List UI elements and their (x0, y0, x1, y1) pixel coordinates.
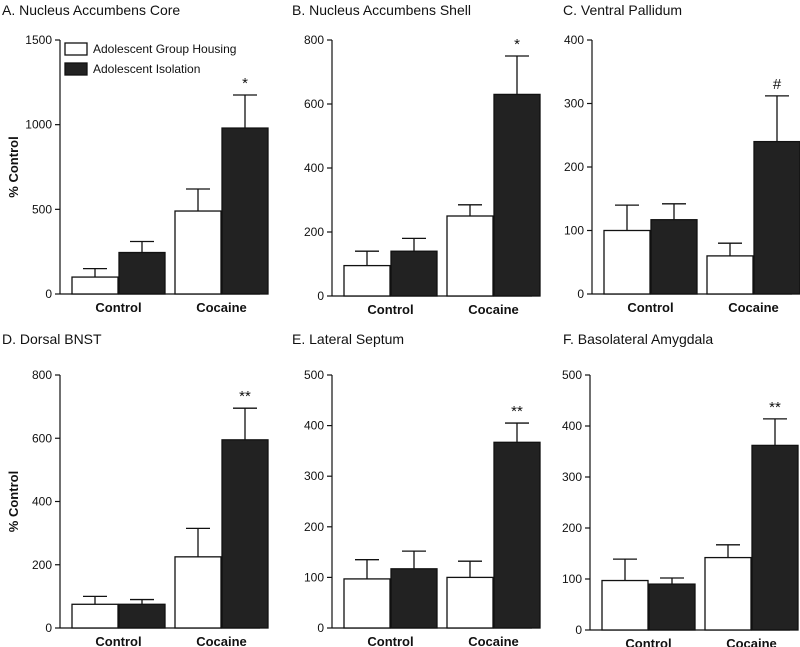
category-label: Cocaine (468, 634, 519, 647)
bar-adolescent-group-housing-control (601, 579, 649, 631)
panel-2: B. Nucleus Accumbens Shell 0 200 400 600 800 C… (292, 2, 541, 317)
y-tick-label: 200 (564, 160, 584, 174)
panel-1: A. Nucleus Accumbens Core 0 500 1000 1500 Con… (2, 2, 269, 315)
y-tick-label: 600 (32, 431, 52, 445)
significance-marker: # (773, 76, 782, 93)
y-tick-label: 400 (32, 495, 52, 509)
y-axis-label: % Control (6, 471, 21, 532)
y-axis-label: % Control (6, 136, 21, 197)
panel-title: D. Dorsal BNST (2, 331, 102, 347)
significance-marker: * (514, 36, 520, 53)
y-tick-label: 100 (304, 570, 324, 584)
bar-adolescent-group-housing-cocaine (174, 556, 222, 629)
bar-adolescent-group-housing-cocaine (446, 215, 494, 297)
y-tick-label: 300 (564, 97, 584, 111)
y-tick-label: 100 (562, 572, 582, 586)
category-label: Control (367, 634, 413, 647)
bar-adolescent-isolation-control (118, 251, 166, 295)
y-tick-label: 100 (564, 224, 584, 238)
legend: Adolescent Group Housing Adolescent Isol… (64, 42, 236, 76)
y-tick-label: 200 (562, 521, 582, 535)
bar-adolescent-group-housing-control (71, 603, 119, 629)
category-label: Control (95, 634, 141, 647)
category-label: Cocaine (468, 302, 519, 317)
significance-marker: ** (511, 403, 523, 420)
category-label: Control (625, 636, 671, 647)
bar-adolescent-group-housing-cocaine (446, 576, 494, 629)
panel-title: F. Basolateral Amygdala (563, 331, 713, 347)
y-tick-label: 0 (317, 289, 324, 303)
y-tick-label: 300 (562, 470, 582, 484)
bar-adolescent-group-housing-control (343, 264, 391, 297)
y-tick-label: 0 (45, 621, 52, 635)
legend-swatch-isolation (64, 62, 88, 76)
y-tick-label: 800 (32, 368, 52, 382)
panel-3: C. Ventral Pallidum 0 100 200 300 400 Control #… (563, 2, 800, 315)
y-tick-label: 600 (304, 97, 324, 111)
bar-adolescent-isolation-control (648, 583, 696, 631)
y-tick-label: 400 (304, 161, 324, 175)
bar-adolescent-isolation-cocaine (493, 93, 541, 297)
bar-adolescent-group-housing-cocaine (704, 556, 752, 631)
legend-swatch-group-housing (64, 42, 88, 56)
panel-title: E. Lateral Septum (292, 331, 404, 347)
bar-adolescent-isolation-cocaine (753, 140, 800, 295)
legend-label-group-housing: Adolescent Group Housing (93, 42, 236, 56)
category-label: Control (367, 302, 413, 317)
significance-marker: ** (239, 388, 251, 405)
panel-5: E. Lateral Septum 0 100 200 300 400 500 Control… (292, 331, 541, 647)
y-tick-label: 1500 (25, 33, 52, 47)
bar-adolescent-group-housing-cocaine (174, 210, 222, 295)
bar-adolescent-isolation-control (390, 250, 438, 297)
y-tick-label: 400 (562, 419, 582, 433)
panel-6: F. Basolateral Amygdala 0 100 200 300 400 500 C… (562, 331, 799, 647)
category-label: Control (95, 300, 141, 315)
category-label: Cocaine (196, 634, 247, 647)
bar-adolescent-isolation-control (118, 603, 166, 629)
panel-title: A. Nucleus Accumbens Core (2, 2, 180, 18)
y-tick-label: 0 (577, 287, 584, 301)
panel-title: C. Ventral Pallidum (563, 2, 682, 18)
y-tick-label: 200 (32, 558, 52, 572)
y-tick-label: 500 (32, 202, 52, 216)
panel-4: D. Dorsal BNST 0 200 400 600 800 Control ** Coca… (2, 331, 269, 647)
bar-adolescent-isolation-cocaine (751, 444, 799, 631)
significance-marker: ** (769, 399, 781, 416)
y-tick-label: 200 (304, 225, 324, 239)
panel-title: B. Nucleus Accumbens Shell (292, 2, 471, 18)
significance-marker: * (242, 75, 248, 92)
category-label: Control (627, 300, 673, 315)
y-tick-label: 1000 (25, 118, 52, 132)
bar-adolescent-group-housing-control (343, 578, 391, 629)
y-tick-label: 0 (317, 621, 324, 635)
bar-adolescent-isolation-cocaine (221, 439, 269, 629)
bar-adolescent-group-housing-control (603, 229, 651, 295)
category-label: Cocaine (196, 300, 247, 315)
bar-adolescent-isolation-cocaine (221, 127, 269, 295)
y-tick-label: 200 (304, 520, 324, 534)
y-tick-label: 800 (304, 33, 324, 47)
category-label: Cocaine (728, 300, 779, 315)
y-tick-label: 0 (575, 623, 582, 637)
y-tick-label: 300 (304, 469, 324, 483)
bar-adolescent-isolation-control (650, 219, 698, 295)
bar-adolescent-group-housing-cocaine (706, 255, 754, 295)
y-tick-label: 0 (45, 287, 52, 301)
y-tick-label: 400 (304, 419, 324, 433)
category-label: Cocaine (726, 636, 777, 647)
bar-adolescent-isolation-control (390, 568, 438, 629)
y-tick-label: 500 (304, 368, 324, 382)
y-tick-label: 500 (562, 368, 582, 382)
bar-adolescent-isolation-cocaine (493, 441, 541, 629)
legend-label-isolation: Adolescent Isolation (93, 62, 200, 76)
bar-adolescent-group-housing-control (71, 276, 119, 295)
y-tick-label: 400 (564, 33, 584, 47)
